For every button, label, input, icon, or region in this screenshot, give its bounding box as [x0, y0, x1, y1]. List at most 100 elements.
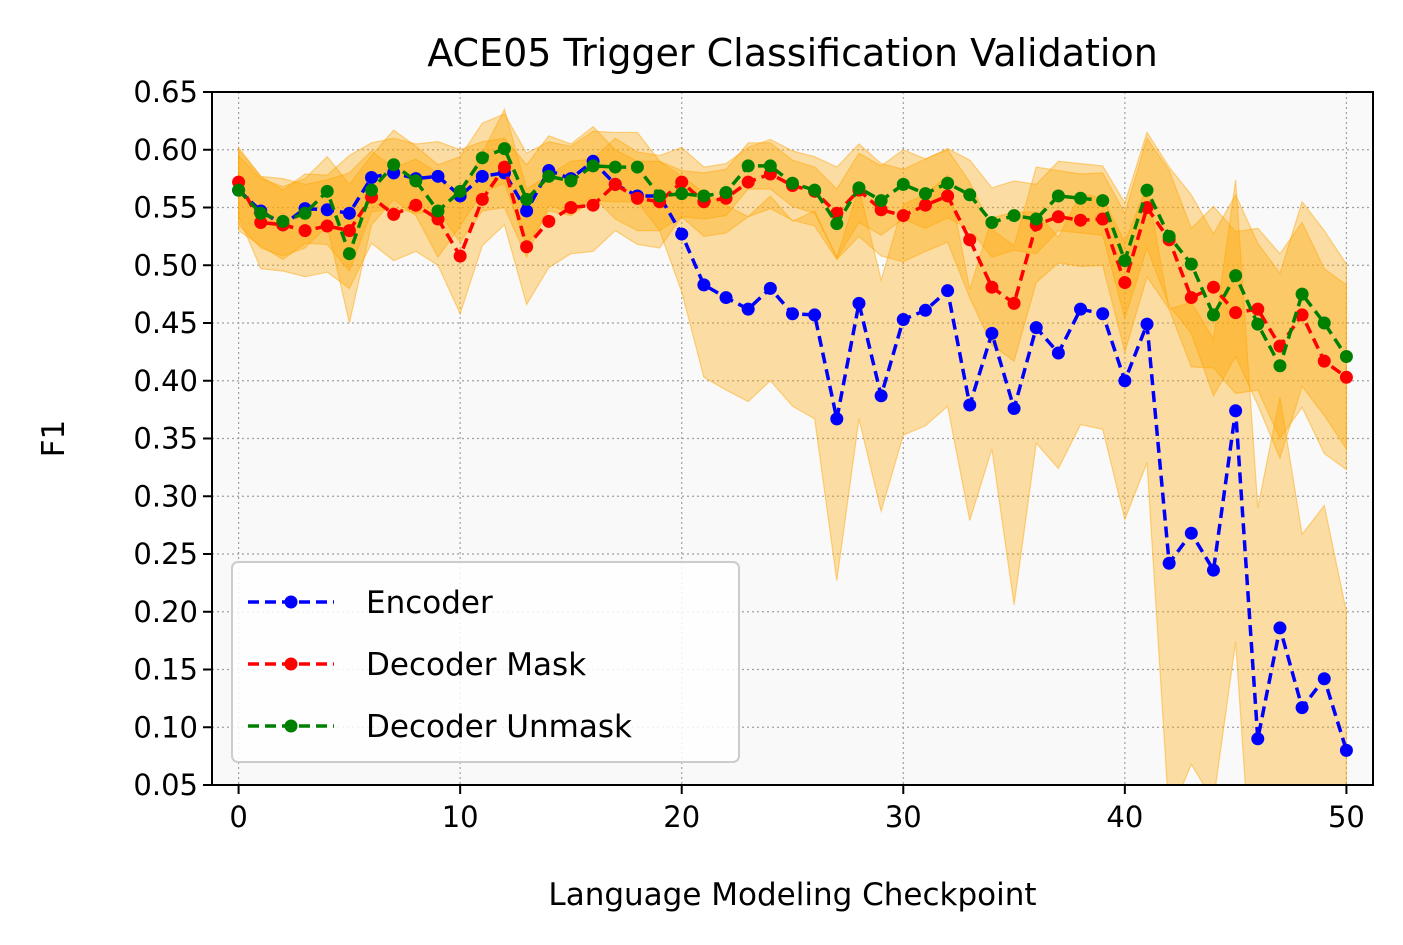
point-decoder-mask [453, 249, 467, 263]
point-decoder-mask [542, 214, 556, 228]
point-decoder-unmask [1317, 316, 1331, 330]
point-encoder [874, 389, 888, 403]
y-tick-label: 0.20 [133, 595, 198, 629]
point-decoder-unmask [409, 174, 423, 188]
y-tick-label: 0.15 [133, 653, 198, 687]
point-decoder-unmask [786, 176, 799, 190]
point-decoder-mask [497, 160, 511, 174]
point-encoder [808, 308, 822, 322]
legend: Encoder Decoder Mask Decoder Unmask [231, 561, 740, 763]
point-decoder-unmask [320, 184, 334, 198]
point-decoder-mask [254, 216, 268, 230]
point-encoder [1140, 317, 1154, 331]
point-decoder-unmask [520, 192, 534, 206]
point-encoder [1051, 346, 1065, 360]
point-decoder-mask [941, 189, 955, 203]
point-decoder-mask [675, 175, 689, 189]
point-encoder [985, 326, 999, 340]
point-decoder-mask [1118, 276, 1132, 290]
point-encoder [675, 227, 689, 241]
point-decoder-mask [874, 203, 888, 217]
point-decoder-mask [963, 233, 977, 247]
point-decoder-unmask [1273, 359, 1287, 373]
point-decoder-unmask [630, 160, 644, 174]
x-axis: 0 10 20 30 40 50 [229, 785, 1365, 834]
point-decoder-mask [1251, 302, 1265, 316]
point-encoder [475, 169, 489, 183]
point-decoder-unmask [763, 159, 777, 173]
point-decoder-unmask [918, 187, 932, 201]
point-decoder-mask [741, 175, 755, 189]
point-encoder [1273, 621, 1287, 635]
y-axis-label: F1 [36, 420, 72, 458]
point-decoder-mask [985, 280, 999, 294]
point-decoder-unmask [985, 216, 999, 230]
point-encoder [763, 281, 777, 295]
point-decoder-unmask [298, 206, 312, 220]
x-tick-label: 10 [442, 800, 479, 834]
point-decoder-mask [1295, 308, 1309, 322]
legend-marker-decoder-unmask [284, 719, 298, 733]
point-decoder-mask [520, 240, 534, 254]
point-encoder [1339, 743, 1353, 757]
point-decoder-mask [387, 207, 401, 221]
series-lines [232, 142, 1353, 757]
point-decoder-mask [409, 198, 423, 212]
x-tick-label: 30 [885, 800, 922, 834]
point-encoder [852, 296, 866, 310]
point-decoder-unmask [1229, 269, 1243, 283]
y-axis: 0.05 0.10 0.15 0.20 0.25 0.30 0.35 0.40 0.45 0.50… [133, 75, 212, 802]
point-decoder-unmask [874, 194, 888, 208]
point-encoder [520, 204, 534, 218]
legend-box [231, 561, 740, 763]
point-encoder [1029, 321, 1043, 335]
y-tick-label: 0.30 [133, 479, 198, 513]
point-decoder-unmask [719, 185, 733, 199]
point-encoder [719, 291, 733, 305]
error-bands [237, 107, 1348, 785]
point-decoder-mask [1096, 212, 1110, 226]
point-encoder [741, 302, 755, 316]
point-decoder-unmask [608, 160, 622, 174]
point-encoder [941, 284, 955, 298]
point-decoder-unmask [342, 247, 356, 261]
point-decoder-mask [564, 201, 578, 214]
point-decoder-unmask [431, 204, 445, 218]
point-encoder [1251, 732, 1265, 746]
point-decoder-mask [1007, 296, 1021, 310]
point-decoder-unmask [852, 181, 866, 195]
point-encoder [1295, 701, 1309, 715]
point-decoder-unmask [497, 142, 511, 156]
x-tick-label: 0 [229, 800, 247, 834]
point-decoder-unmask [741, 159, 755, 173]
y-tick-label: 0.40 [133, 364, 198, 398]
point-encoder [365, 170, 379, 184]
point-decoder-unmask [1339, 349, 1353, 363]
point-decoder-unmask [542, 169, 556, 183]
point-encoder [1206, 563, 1220, 577]
point-encoder [896, 313, 910, 327]
point-encoder [1007, 401, 1021, 415]
y-tick-label: 0.10 [133, 710, 198, 744]
point-encoder [1096, 307, 1110, 321]
y-tick-label: 0.60 [133, 133, 198, 167]
point-encoder [697, 278, 711, 292]
point-decoder-unmask [1096, 194, 1110, 208]
point-decoder-unmask [254, 206, 268, 220]
point-decoder-unmask [1074, 191, 1088, 205]
point-decoder-unmask [387, 158, 401, 172]
point-encoder [431, 169, 445, 183]
legend-marker-decoder-mask [284, 657, 298, 671]
point-encoder [320, 203, 334, 217]
point-decoder-unmask [941, 176, 955, 190]
point-decoder-mask [320, 219, 334, 233]
point-decoder-mask [608, 177, 622, 191]
point-decoder-mask [342, 224, 356, 238]
chart-title: ACE05 Trigger Classification Validation [427, 31, 1158, 75]
point-decoder-unmask [1051, 189, 1065, 203]
point-decoder-mask [1317, 354, 1331, 368]
point-decoder-unmask [1118, 254, 1132, 268]
point-encoder [1162, 556, 1176, 570]
point-decoder-mask [298, 224, 312, 238]
